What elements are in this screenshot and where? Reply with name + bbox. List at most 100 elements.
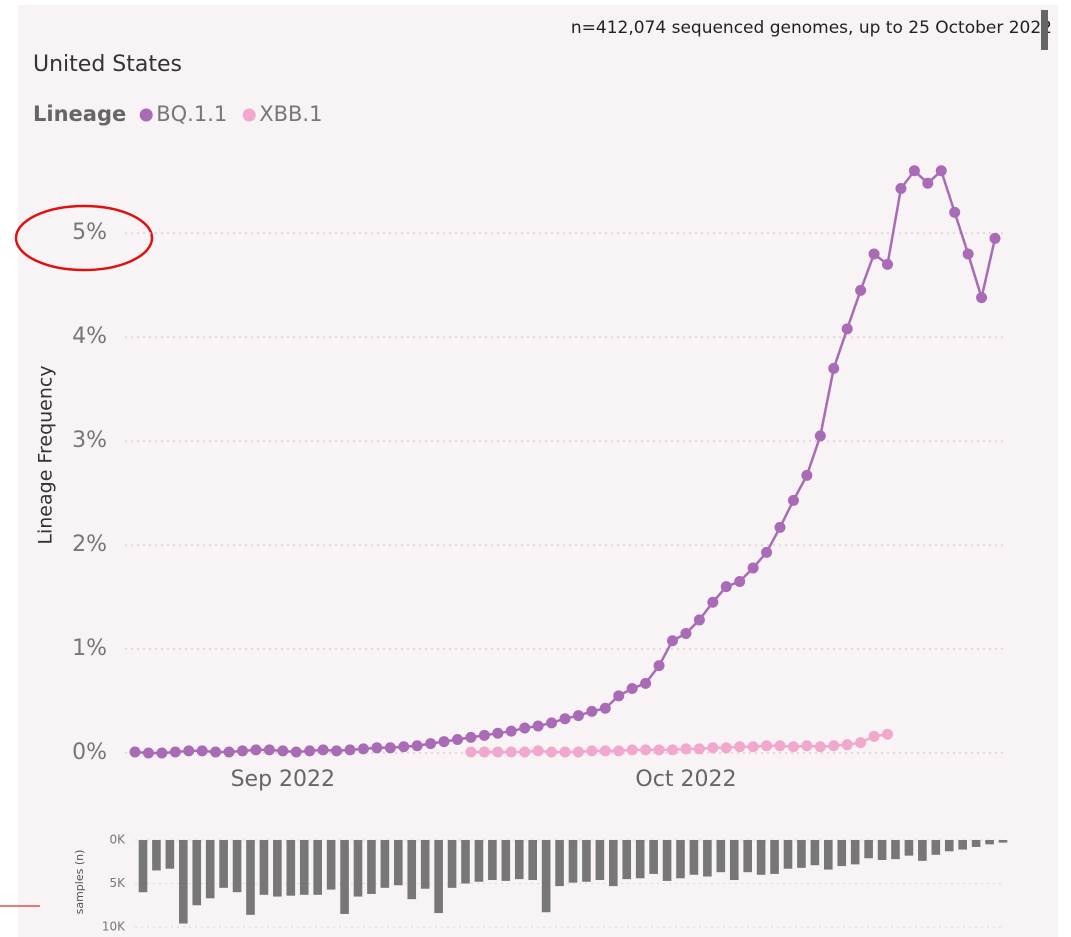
data-point — [304, 745, 316, 757]
data-point — [599, 702, 611, 714]
bar — [299, 840, 309, 895]
bar — [394, 840, 403, 886]
legend-title: Lineage — [33, 102, 126, 126]
bar — [380, 840, 390, 888]
bar — [864, 840, 873, 859]
data-point — [263, 744, 275, 756]
data-point — [640, 677, 652, 689]
data-point — [653, 744, 665, 756]
data-point — [693, 743, 705, 755]
data-point — [801, 740, 813, 752]
data-point — [290, 746, 302, 758]
bar — [286, 840, 296, 896]
bar — [555, 840, 564, 887]
data-point — [626, 744, 638, 756]
data-point — [331, 745, 343, 757]
data-point — [626, 683, 638, 695]
data-point — [572, 746, 584, 758]
data-point — [250, 744, 262, 756]
bar — [770, 840, 779, 874]
bar — [246, 840, 255, 915]
bar — [165, 840, 175, 869]
bar — [689, 840, 699, 875]
data-point — [734, 741, 746, 753]
bar — [756, 840, 766, 875]
data-point — [492, 727, 504, 739]
data-point — [586, 705, 598, 717]
bar — [824, 840, 833, 870]
bar — [179, 840, 188, 924]
y-tick-label: 0% — [72, 740, 107, 765]
y-tick-label: 10K — [102, 920, 126, 934]
bar — [434, 840, 443, 914]
data-point — [317, 744, 329, 756]
data-point — [559, 713, 571, 725]
bar — [205, 840, 215, 899]
bar — [273, 840, 282, 897]
data-point — [693, 614, 705, 626]
data-point — [908, 165, 920, 177]
data-point — [142, 747, 154, 759]
y-tick-label: 5K — [109, 876, 126, 890]
legend-marker — [242, 108, 256, 122]
data-point — [425, 738, 437, 750]
bar — [353, 840, 363, 897]
bar — [944, 840, 954, 852]
data-point — [237, 745, 248, 757]
bar — [259, 840, 269, 895]
data-point — [546, 746, 558, 758]
bar — [649, 840, 658, 874]
data-point — [599, 745, 611, 757]
data-point — [882, 258, 893, 270]
legend-label: BQ.1.1 — [156, 102, 227, 126]
data-point — [680, 743, 692, 755]
data-point — [478, 729, 490, 741]
data-point — [841, 323, 853, 335]
series-line — [134, 168, 997, 755]
data-point — [989, 232, 1001, 244]
bar — [810, 840, 820, 866]
y-axis-title: Lineage Frequency — [35, 365, 57, 544]
bar — [958, 840, 967, 850]
data-point — [277, 745, 289, 757]
data-point — [210, 746, 222, 758]
bar — [877, 840, 887, 861]
x-tick-label: Oct 2022 — [635, 767, 736, 792]
bar — [488, 840, 497, 881]
y-tick-label: 3% — [72, 428, 107, 453]
data-point — [962, 248, 974, 260]
data-point — [747, 562, 759, 574]
data-point — [438, 736, 450, 748]
y-tick-label: 0K — [109, 833, 126, 847]
data-point — [707, 742, 719, 754]
data-point — [855, 737, 867, 749]
y-tick-label: 2% — [72, 532, 107, 557]
data-point — [384, 742, 396, 754]
data-point — [841, 739, 853, 751]
data-point — [586, 745, 598, 757]
data-point — [505, 746, 517, 758]
data-point — [734, 575, 746, 587]
bar — [138, 840, 148, 893]
data-point — [935, 165, 947, 177]
data-point — [613, 745, 625, 757]
bar — [152, 840, 161, 871]
data-point — [169, 746, 181, 758]
data-point — [667, 635, 678, 647]
bar — [340, 840, 349, 914]
data-point — [532, 745, 544, 757]
bar — [998, 840, 1008, 843]
data-point — [519, 746, 531, 758]
data-point — [465, 746, 477, 758]
bar — [783, 840, 793, 869]
data-point — [559, 746, 571, 758]
y-tick-label: 1% — [72, 636, 107, 661]
bar — [676, 840, 685, 879]
data-point — [519, 722, 531, 734]
scrollbar — [1041, 10, 1048, 50]
data-point — [787, 494, 799, 506]
data-point — [747, 741, 759, 753]
bar — [716, 840, 726, 873]
chart-title: United States — [33, 52, 182, 77]
data-point — [828, 362, 840, 374]
